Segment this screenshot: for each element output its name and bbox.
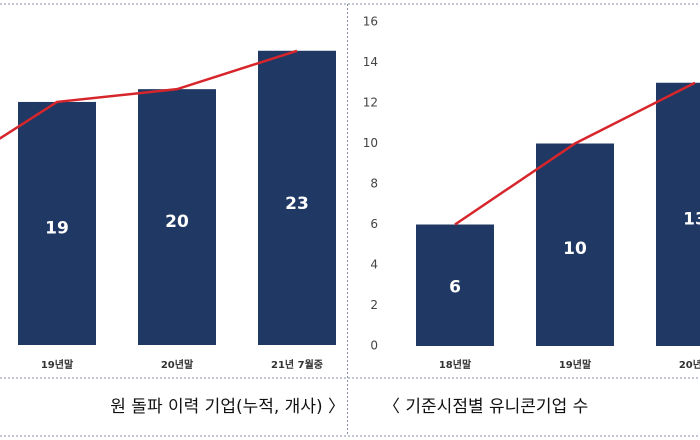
y-tick-label: 6: [370, 217, 378, 231]
data-label: 13: [683, 210, 700, 230]
x-tick-label: 19년말: [559, 358, 592, 371]
y-tick-label: 4: [370, 258, 378, 272]
data-label: 10: [563, 239, 587, 259]
y-tick-label: 8: [370, 177, 378, 191]
x-tick-label: 20년말: [679, 358, 700, 371]
chart-right: 0 2 4 6 8 10 12 14 16 18년말 19년말 20년말 6 10 13 〈 기준시점별 유니…: [363, 15, 700, 417]
y-tick-label: 10: [363, 136, 378, 150]
bar: [416, 224, 494, 346]
data-label: 20: [165, 212, 189, 232]
y-tick-label: 12: [363, 96, 378, 110]
x-tick-label: 18년말: [439, 358, 472, 371]
line: [0, 49, 298, 140]
y-tick-label: 2: [370, 298, 378, 312]
y-tick-label: 0: [370, 339, 378, 353]
data-label: 23: [285, 194, 309, 214]
bar: [18, 101, 96, 346]
y-tick-label: 14: [363, 55, 378, 69]
x-tick-label: 19년말: [41, 358, 74, 371]
bar: [536, 143, 614, 346]
bar: [138, 89, 216, 345]
x-tick-label: 21년 7월중: [271, 358, 323, 371]
data-label: 19: [45, 218, 69, 238]
bar: [656, 82, 700, 346]
y-tick-label: 16: [363, 15, 378, 29]
x-tick-label: 20년말: [161, 358, 194, 371]
caption: 〈 기준시점별 유니콘기업 수: [383, 397, 588, 417]
line: [454, 81, 696, 226]
caption: 원 돌파 이력 기업(누적, 개사) 〉: [110, 397, 345, 417]
bar: [258, 50, 336, 345]
data-label: 6: [449, 278, 461, 298]
